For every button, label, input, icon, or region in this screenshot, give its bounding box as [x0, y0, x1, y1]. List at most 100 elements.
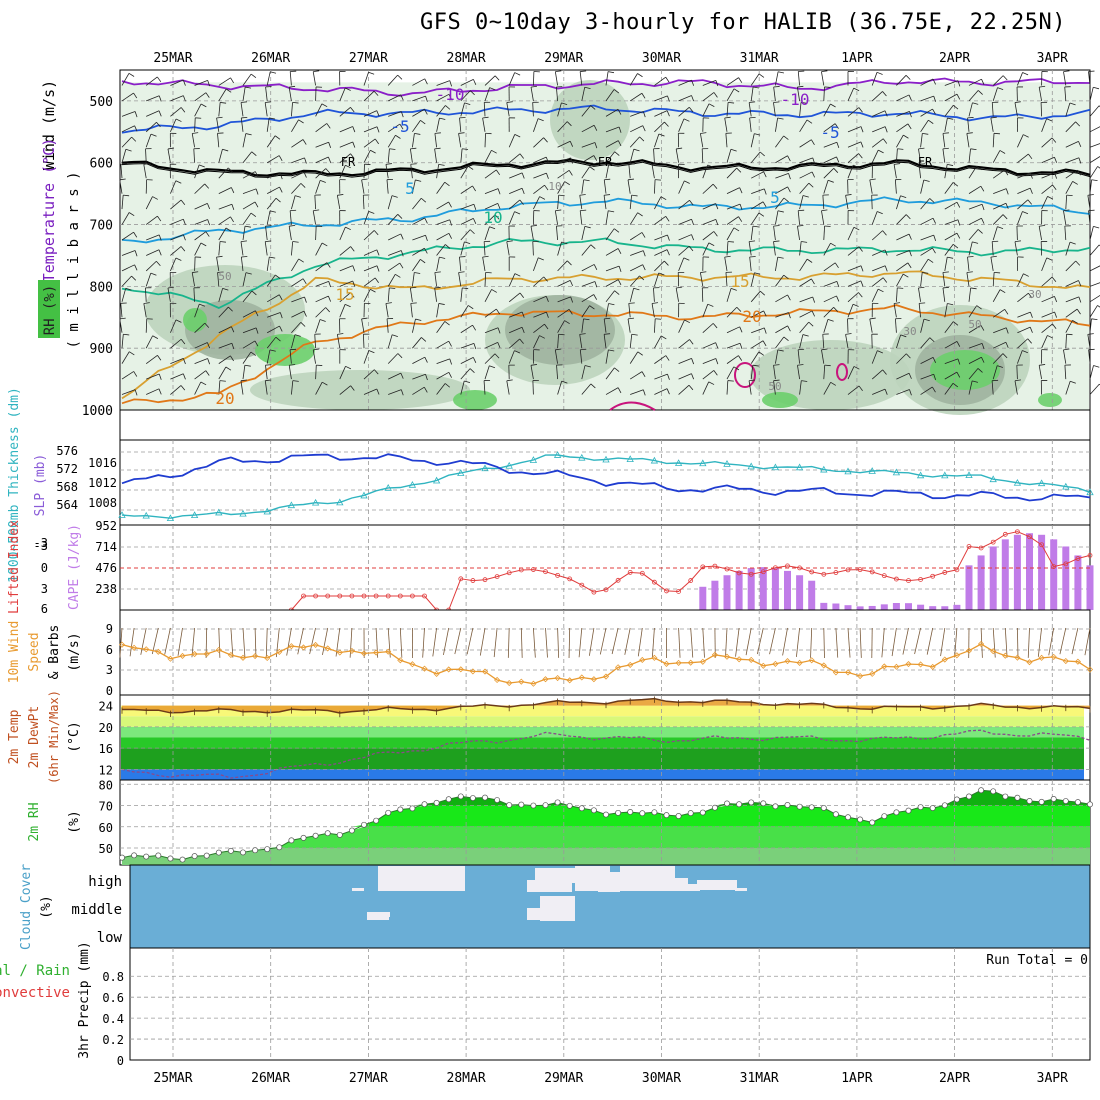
wind-barb-flag: [1078, 296, 1082, 303]
wind-barb-flag: [762, 201, 767, 208]
wind-barb: [726, 203, 741, 210]
wind-barb: [339, 265, 353, 272]
wind-barb-flag: [824, 225, 831, 227]
wind-barb: [288, 365, 292, 380]
wind-marker: [917, 661, 924, 668]
wind-barb-flag: [811, 310, 816, 317]
wind-barb: [872, 126, 886, 133]
wind-barb: [218, 216, 231, 225]
wind-barb-flag: [439, 117, 446, 120]
wind-barb: [1017, 153, 1029, 164]
wind-barb: [823, 365, 826, 380]
rh-marker: [336, 831, 343, 838]
wind-barb-flag: [537, 118, 544, 122]
run-total-label: Run Total = 0: [986, 953, 1088, 968]
rh-marker: [1087, 801, 1093, 808]
wind-barb: [942, 148, 946, 163]
rh-marker: [227, 847, 234, 854]
wind-marker: [808, 657, 815, 664]
wind-barb-flag: [894, 302, 901, 304]
wind-barb: [896, 287, 898, 302]
wind-barb-flag: [472, 357, 477, 363]
wind-barb-flag: [642, 250, 646, 257]
wind-barb-flag: [688, 384, 694, 391]
wind-barb: [654, 234, 668, 241]
wind-barb: [579, 349, 583, 364]
wind-barb-flag: [981, 204, 985, 211]
cape-bar: [844, 605, 852, 610]
wind-barb-flag: [269, 349, 276, 352]
wind-barb-flag: [738, 216, 743, 222]
wind-barb: [218, 342, 233, 349]
wind-barb-flag: [410, 147, 417, 150]
wind-barb: [436, 358, 450, 365]
temp-tick-label: 24: [99, 700, 113, 714]
rh-marker: [845, 814, 851, 821]
wind-barb: [726, 167, 737, 179]
wind-barb-flag: [345, 365, 352, 370]
wind-barb: [724, 117, 728, 132]
wind-barb: [170, 234, 184, 241]
pressure-tick-label: 500: [90, 95, 113, 110]
isotherm-magenta-3: [609, 401, 656, 411]
wind-barb: [702, 323, 714, 334]
thickness-marker: [481, 464, 489, 472]
wind-barb-flag: [544, 323, 549, 330]
cape-bar: [977, 555, 985, 610]
wind-barb-flag: [350, 107, 355, 113]
wind-barb: [773, 241, 776, 256]
wind-barb-flag: [410, 286, 417, 289]
li-marker: [894, 576, 899, 582]
wind-barb-flag: [200, 381, 207, 386]
wind-barb-flag: [123, 333, 130, 336]
rh-marker: [276, 844, 283, 851]
wind-barb: [266, 349, 271, 364]
wind-barb-flag: [1078, 280, 1082, 287]
wind-barb: [605, 290, 615, 303]
wind-marker: [264, 654, 271, 662]
precip-panel: 0.80.60.40.20 Run Total = 0 Total / Rain…: [0, 941, 1091, 1068]
wind10-barb: [507, 627, 510, 658]
wind-barb: [267, 325, 280, 334]
wind-barb: [533, 276, 544, 287]
wind-barb-flag: [313, 209, 320, 212]
wind-marker: [748, 656, 755, 663]
wind-barb: [702, 370, 715, 380]
wind-barb: [145, 121, 157, 133]
wind10-barb: [624, 627, 631, 655]
wind-barb: [1089, 365, 1094, 380]
li-tick-label: 0: [41, 561, 48, 575]
wind-barb-flag: [990, 116, 997, 119]
wind-barb-flag: [231, 187, 235, 194]
wind-barb-flag: [294, 334, 301, 337]
wind-barb: [218, 241, 221, 256]
wind-barb-flag: [205, 92, 210, 98]
cape-bar: [699, 586, 707, 610]
wind-barb: [968, 368, 979, 380]
li-marker: [1087, 553, 1093, 558]
wind-barb: [726, 77, 739, 86]
wind-barb: [385, 164, 389, 179]
cape-bar: [953, 604, 961, 610]
li-marker: [639, 570, 645, 576]
wind-barb: [630, 250, 644, 256]
rh-marker: [215, 849, 222, 856]
wind-barb: [920, 198, 931, 210]
contour-label: 20: [215, 389, 234, 408]
wind-barb: [920, 319, 925, 333]
wind-barb-flag: [374, 369, 379, 375]
wind-barb-flag: [787, 155, 791, 162]
wind-barb: [557, 260, 568, 272]
ylabel-convective: Convective: [0, 985, 70, 1001]
wind-barb: [409, 287, 413, 302]
wind-barb-flag: [376, 388, 380, 395]
wind-barb-flag: [788, 173, 791, 180]
wind-barb-flag: [231, 343, 235, 350]
wind-barb-flag: [590, 105, 596, 110]
wind-marker: [784, 658, 791, 665]
wind-barb: [194, 203, 208, 210]
cloud-cell: [352, 888, 364, 891]
wind-barb-flag: [415, 318, 422, 321]
contour-label: FR: [918, 155, 933, 169]
cape-bar: [1038, 534, 1046, 610]
